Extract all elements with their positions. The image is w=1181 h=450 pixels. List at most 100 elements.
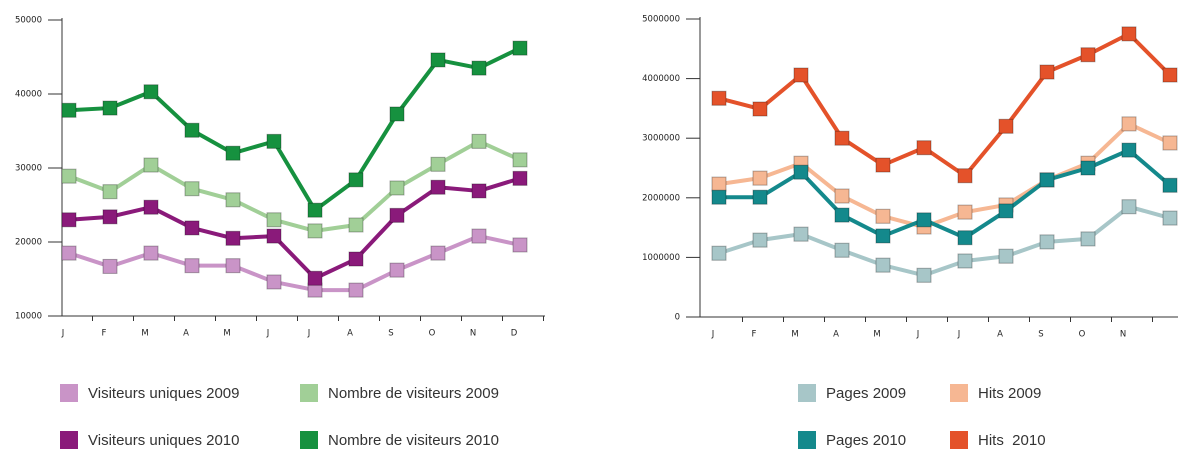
marker xyxy=(184,220,200,236)
marker xyxy=(184,181,200,197)
marker xyxy=(752,101,768,117)
x-tick-label: M xyxy=(141,329,148,339)
marker xyxy=(471,228,487,244)
marker xyxy=(102,209,118,225)
marker xyxy=(430,52,446,68)
marker xyxy=(957,230,973,246)
marker xyxy=(1162,67,1178,83)
marker xyxy=(225,258,241,274)
y-tick-label: 4000000 xyxy=(642,74,680,84)
marker xyxy=(102,184,118,200)
legend-swatch xyxy=(300,431,318,449)
marker xyxy=(389,106,405,122)
marker xyxy=(711,176,727,192)
y-tick-label: 5000000 xyxy=(642,15,680,25)
legend-label: Pages 2009 xyxy=(826,385,906,402)
marker xyxy=(1121,199,1137,215)
legend-label: Nombre de visiteurs 2009 xyxy=(328,385,499,402)
marker xyxy=(512,152,528,168)
y-tick-label: 1000000 xyxy=(642,253,680,263)
x-tick-label: A xyxy=(183,329,189,339)
y-tick-label: 0 xyxy=(675,313,680,323)
x-tick-label: J xyxy=(61,329,65,339)
marker xyxy=(266,212,282,228)
marker xyxy=(307,202,323,218)
marker xyxy=(998,248,1014,264)
marker xyxy=(875,228,891,244)
marker xyxy=(389,180,405,196)
marker xyxy=(512,40,528,56)
marker xyxy=(916,212,932,228)
y-tick-label: 50000 xyxy=(15,16,42,26)
marker xyxy=(348,282,364,298)
marker xyxy=(307,223,323,239)
legend-swatch xyxy=(950,384,968,402)
legend-swatch xyxy=(798,431,816,449)
series-line xyxy=(68,176,521,281)
x-tick-label: J xyxy=(957,330,961,340)
marker xyxy=(389,262,405,278)
marker xyxy=(957,253,973,269)
marker xyxy=(143,245,159,261)
marker xyxy=(834,130,850,146)
marker xyxy=(1121,26,1137,42)
marker xyxy=(916,267,932,283)
marker xyxy=(1162,177,1178,193)
marker xyxy=(184,122,200,138)
marker xyxy=(752,189,768,205)
series-line xyxy=(68,234,521,293)
legend-label: Visiteurs uniques 2010 xyxy=(88,432,240,449)
series-line xyxy=(718,204,1171,278)
y-tick-label: 10000 xyxy=(15,312,42,322)
y-tick-label: 3000000 xyxy=(642,134,680,144)
marker xyxy=(471,183,487,199)
marker xyxy=(875,157,891,173)
marker xyxy=(225,230,241,246)
marker xyxy=(184,258,200,274)
x-tick-label: D xyxy=(511,329,518,339)
legend-swatch xyxy=(60,384,78,402)
marker xyxy=(430,156,446,172)
legend-swatch xyxy=(798,384,816,402)
marker xyxy=(1080,160,1096,176)
x-tick-label: N xyxy=(470,329,476,339)
marker xyxy=(1121,116,1137,132)
marker xyxy=(998,203,1014,219)
legend-label: Hits 2009 xyxy=(978,385,1041,402)
marker xyxy=(998,118,1014,134)
marker xyxy=(61,102,77,118)
marker xyxy=(752,170,768,186)
marker xyxy=(471,60,487,76)
x-tick-label: J xyxy=(916,330,920,340)
marker xyxy=(834,207,850,223)
marker xyxy=(1080,47,1096,63)
marker xyxy=(957,168,973,184)
legend-swatch xyxy=(60,431,78,449)
marker xyxy=(793,67,809,83)
marker xyxy=(102,258,118,274)
x-tick-label: M xyxy=(791,330,798,340)
marker xyxy=(711,245,727,261)
marker xyxy=(389,207,405,223)
marker xyxy=(834,188,850,204)
marker xyxy=(957,204,973,220)
series-line xyxy=(718,31,1172,178)
x-tick-label: A xyxy=(833,330,839,340)
marker xyxy=(875,257,891,273)
marker xyxy=(1039,172,1055,188)
x-tick-label: A xyxy=(347,329,353,339)
x-tick-label: J xyxy=(711,330,715,340)
marker xyxy=(1162,210,1178,226)
marker xyxy=(752,232,768,248)
marker xyxy=(711,189,727,205)
x-tick-label: S xyxy=(1038,330,1043,340)
marker xyxy=(471,133,487,149)
marker xyxy=(266,228,282,244)
marker xyxy=(61,168,77,184)
marker xyxy=(430,245,446,261)
x-tick-label: A xyxy=(997,330,1003,340)
marker xyxy=(143,84,159,100)
marker xyxy=(1039,234,1055,250)
marker xyxy=(875,208,891,224)
